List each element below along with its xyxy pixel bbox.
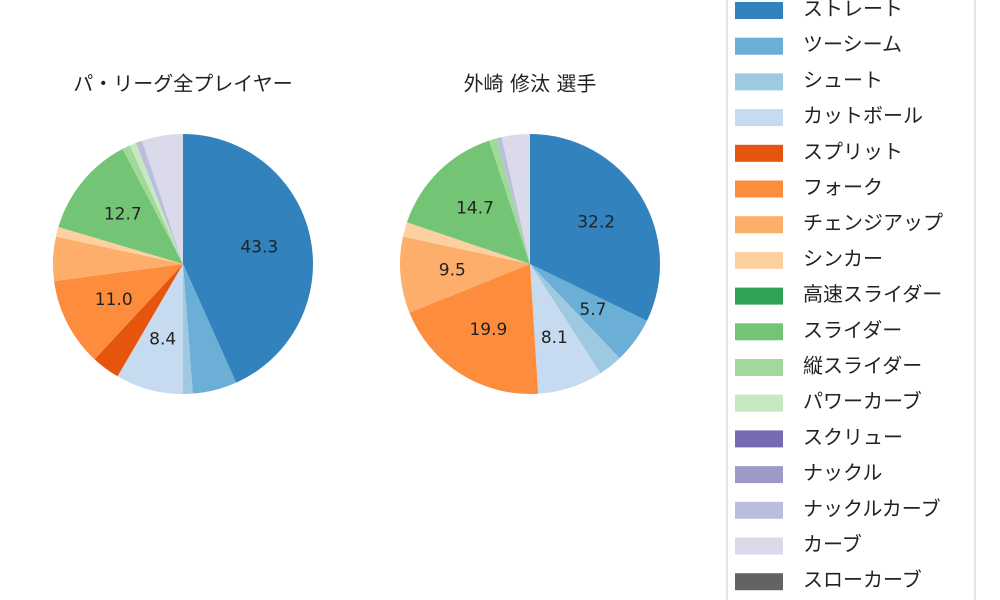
legend-swatch [735,73,783,91]
legend-swatch [735,501,783,519]
legend-label: カットボール [803,104,923,128]
legend-swatch [735,216,783,234]
pie-slice [501,134,530,264]
legend-label: パワーカーブ [803,389,922,413]
pie-slice [530,264,647,359]
pie-slice [530,264,601,394]
slice-label: 5.7 [579,300,606,320]
pie-slice [183,264,237,394]
pie-slice [402,222,530,264]
legend-swatch [735,251,783,269]
legend-label: スプリット [803,139,903,163]
pie-slice [122,145,183,264]
legend-label: ナックルカーブ [803,496,941,520]
slice-label: 12.7 [104,204,142,224]
pie-slice [142,134,183,264]
pie-slice [54,264,184,360]
legend-label: スローカーブ [803,568,922,592]
pie-slice [400,236,530,313]
legend-swatch [735,466,783,484]
pie-slice [58,148,183,264]
legend-swatch [735,359,783,376]
pie-slice [183,264,193,394]
legend-label: スライダー [803,318,902,342]
slice-label: 8.4 [149,329,176,349]
legend-label: スクリュー [803,425,903,449]
legend-box [726,0,976,600]
slice-label: 9.5 [439,261,466,281]
pie-slice [135,140,183,264]
legend-swatch [735,180,783,198]
legend-label: ツーシーム [803,32,902,56]
legend-label: チェンジアップ [803,211,943,235]
legend-swatch [735,323,783,341]
pie-slice [489,138,530,264]
slice-label: 43.3 [240,238,278,258]
legend-swatch [735,37,783,55]
legend-label: ナックル [803,461,882,485]
legend-label: シュート [803,68,883,92]
legend-swatch [735,287,783,305]
legend-swatch [735,109,783,127]
legend-label: ストレート [803,0,903,21]
legend-swatch [735,394,783,412]
legend-swatch [735,573,783,591]
legend-label: カーブ [803,532,862,556]
legend-label: 縦スライダー [803,354,922,378]
pie-slice [55,226,184,264]
pie-slice [117,264,183,394]
legend-swatch [735,2,783,19]
pie-title: パ・リーグ全プレイヤー [73,72,292,96]
legend-swatch [735,537,783,555]
pie-slice [129,142,183,264]
slice-label: 14.7 [456,199,494,219]
pie-slice [530,264,620,374]
slice-label: 19.9 [469,320,507,340]
pie-slice [53,236,184,282]
legend-label: フォーク [803,175,883,199]
pie-slice [409,264,539,394]
legend-label: シンカー [803,246,883,270]
pie-title: 外崎 修汰 選手 [464,72,597,96]
pie-slice [406,140,530,264]
pie-slice [530,134,661,321]
slice-label: 32.2 [577,213,615,233]
pie-slice [183,134,313,383]
pie-slice [496,137,530,264]
slice-label: 11.0 [95,290,133,310]
slice-label: 8.1 [541,328,568,348]
legend-swatch [735,430,783,448]
legend-swatch [735,144,783,162]
pie-slice [94,264,183,377]
legend-label: 高速スライダー [803,282,942,306]
